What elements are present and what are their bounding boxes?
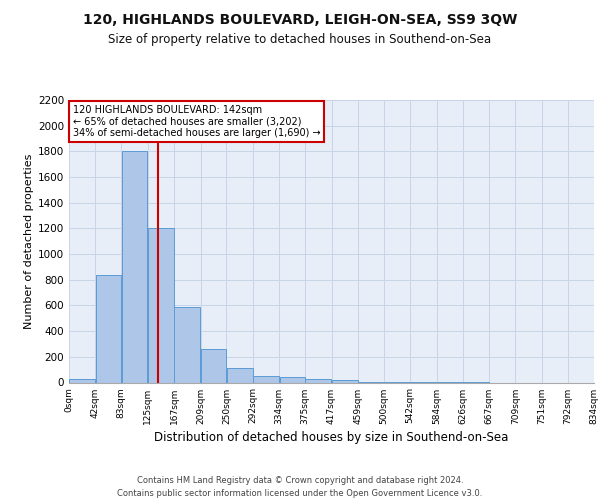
Bar bbox=[280, 376, 305, 382]
Bar bbox=[227, 368, 253, 382]
Text: 120 HIGHLANDS BOULEVARD: 142sqm
← 65% of detached houses are smaller (3,202)
34%: 120 HIGHLANDS BOULEVARD: 142sqm ← 65% of… bbox=[73, 105, 320, 138]
Bar bbox=[332, 380, 358, 382]
Bar bbox=[69, 378, 95, 382]
Bar bbox=[253, 376, 279, 382]
Y-axis label: Number of detached properties: Number of detached properties bbox=[24, 154, 34, 329]
Bar bbox=[201, 349, 226, 382]
Text: 120, HIGHLANDS BOULEVARD, LEIGH-ON-SEA, SS9 3QW: 120, HIGHLANDS BOULEVARD, LEIGH-ON-SEA, … bbox=[83, 12, 517, 26]
Bar bbox=[122, 152, 148, 382]
Bar bbox=[305, 378, 331, 382]
Bar bbox=[148, 228, 174, 382]
Text: Size of property relative to detached houses in Southend-on-Sea: Size of property relative to detached ho… bbox=[109, 32, 491, 46]
X-axis label: Distribution of detached houses by size in Southend-on-Sea: Distribution of detached houses by size … bbox=[154, 430, 509, 444]
Bar bbox=[175, 306, 200, 382]
Bar bbox=[95, 274, 121, 382]
Text: Contains HM Land Registry data © Crown copyright and database right 2024.
Contai: Contains HM Land Registry data © Crown c… bbox=[118, 476, 482, 498]
